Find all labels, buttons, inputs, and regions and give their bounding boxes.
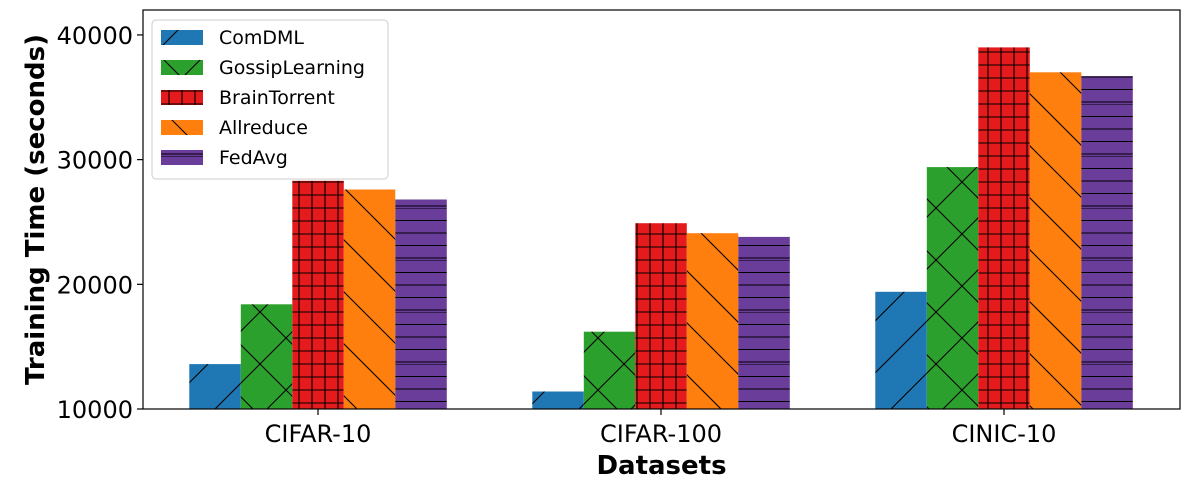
legend-label-gossiplearning: GossipLearning [219, 57, 365, 79]
legend-box [151, 19, 389, 180]
legend-label-fedavg: FedAvg [219, 147, 288, 169]
bar-allreduce-cifar-100 [686, 233, 739, 409]
legend-label-braintorrent: BrainTorrent [219, 87, 335, 109]
bar-gossiplearning-cinic-10 [926, 167, 979, 409]
x-tick-label: CIFAR-10 [265, 420, 372, 448]
y-axis: 10000 20000 30000 40000 [57, 22, 143, 424]
y-tick-label: 30000 [57, 147, 133, 175]
bar-gossiplearning-cifar-10 [240, 304, 293, 409]
x-axis-title: Datasets [596, 451, 726, 481]
bar-braintorrent-cinic-10 [978, 47, 1030, 410]
legend-swatch-fedavg [161, 150, 203, 165]
legend-swatch-comdml [161, 30, 203, 45]
bar-comdml-cifar-10 [189, 364, 241, 409]
y-tick-label: 20000 [57, 271, 133, 299]
bar-allreduce-cinic-10 [1029, 72, 1082, 410]
bars-layer [189, 47, 1133, 410]
bar-fedavg-cifar-10 [395, 199, 447, 409]
legend: ComDML GossipLearning BrainTorrent Allreduc… [151, 19, 389, 180]
x-axis: CIFAR-10 CIFAR-100 CINIC-10 [265, 409, 1057, 448]
legend-label-allreduce: Allreduce [219, 117, 308, 139]
bar-allreduce-cifar-10 [343, 189, 396, 409]
legend-swatch-gossiplearning [161, 60, 203, 75]
bar-braintorrent-cifar-100 [635, 223, 687, 409]
y-tick-label: 10000 [57, 396, 133, 424]
legend-swatch-braintorrent [161, 90, 203, 105]
bar-fedavg-cinic-10 [1081, 76, 1133, 409]
x-tick-label: CIFAR-100 [600, 420, 722, 448]
y-tick-label: 40000 [57, 22, 133, 50]
legend-swatch-allreduce [161, 120, 203, 135]
legend-label-comdml: ComDML [219, 27, 304, 49]
x-tick-label: CINIC-10 [952, 420, 1057, 448]
bar-fedavg-cifar-100 [738, 236, 790, 409]
y-axis-title: Training Time (seconds) [21, 34, 51, 385]
bar-gossiplearning-cifar-100 [583, 331, 636, 409]
bar-braintorrent-cifar-10 [292, 180, 344, 409]
bar-comdml-cinic-10 [875, 291, 927, 409]
bar-comdml-cifar-100 [532, 391, 584, 409]
